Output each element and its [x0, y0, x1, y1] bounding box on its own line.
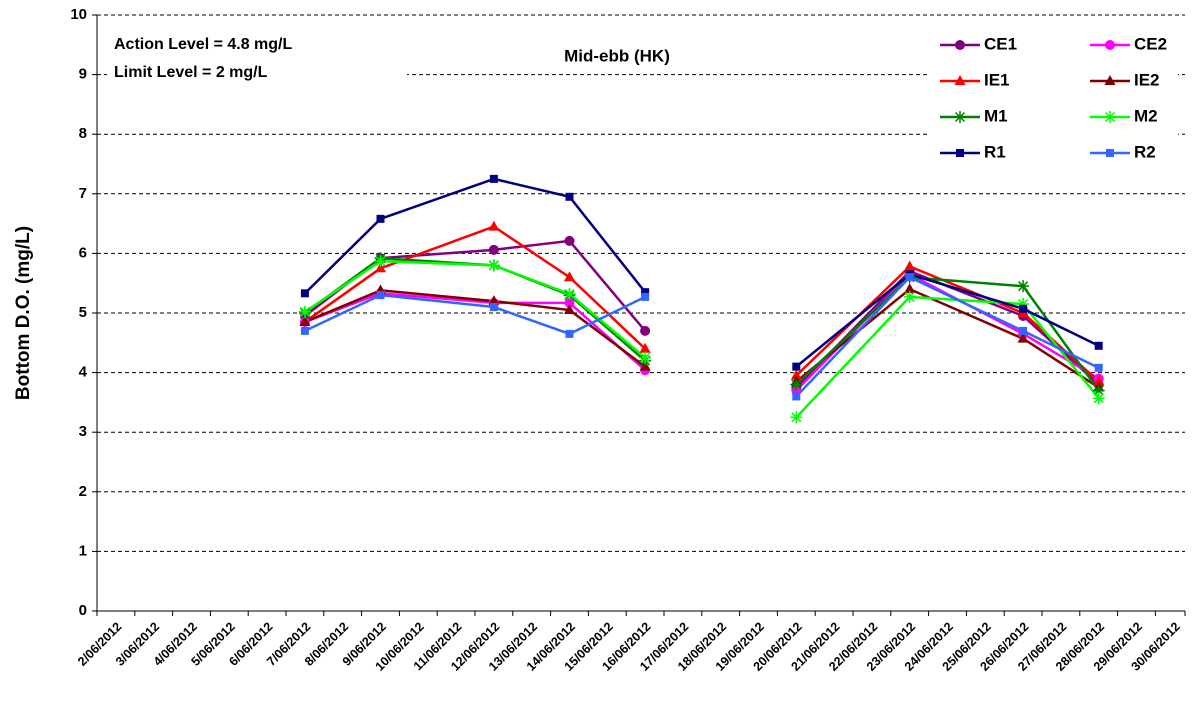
marker — [905, 273, 914, 282]
legend-marker — [954, 111, 966, 123]
y-tick-label: 8 — [79, 125, 87, 142]
marker — [488, 244, 499, 255]
marker — [1017, 298, 1030, 311]
marker — [792, 362, 801, 371]
annotation: Action Level = 4.8 mg/L — [114, 36, 293, 53]
marker — [564, 304, 575, 315]
marker — [1017, 332, 1029, 343]
marker — [904, 283, 916, 294]
y-tick-label: 0 — [79, 602, 87, 619]
marker — [376, 214, 385, 223]
marker — [376, 291, 385, 300]
marker — [1092, 384, 1105, 397]
legend-marker — [1104, 75, 1116, 85]
legend-marker — [1106, 149, 1114, 157]
legend-item: M2 — [1090, 106, 1158, 125]
marker — [300, 326, 309, 335]
marker — [904, 260, 916, 271]
marker — [1094, 363, 1103, 372]
series-line — [304, 259, 1100, 419]
marker — [639, 351, 652, 364]
y-tick-label: 4 — [79, 364, 88, 381]
legend-box — [928, 26, 1178, 171]
legend-marker — [954, 75, 966, 85]
legend-marker — [956, 149, 964, 157]
legend-item: CE2 — [1090, 34, 1167, 53]
marker — [1019, 326, 1028, 335]
marker — [298, 305, 311, 318]
legend-item: R1 — [940, 142, 1006, 161]
y-tick-label: 3 — [79, 423, 87, 440]
y-tick-label: 2 — [79, 483, 87, 500]
marker — [640, 325, 651, 336]
legend-label: R1 — [984, 142, 1006, 161]
marker — [1093, 375, 1105, 386]
marker — [1092, 392, 1105, 405]
legend-marker — [1104, 111, 1116, 123]
series-line — [304, 256, 1100, 392]
y-tick-label: 10 — [70, 6, 87, 23]
marker — [565, 192, 574, 201]
legend-marker — [955, 40, 965, 50]
legend-label: IE2 — [1134, 70, 1160, 89]
y-tick-label: 5 — [79, 304, 87, 321]
title-box — [525, 40, 710, 74]
legend-item: M1 — [940, 106, 1008, 125]
legend-label: CE1 — [984, 34, 1017, 53]
marker — [487, 259, 500, 272]
y-tick-label: 9 — [79, 66, 87, 83]
marker — [563, 287, 576, 300]
marker — [565, 329, 574, 338]
marker — [641, 288, 650, 297]
marker — [1094, 341, 1103, 350]
annotation: Limit Level = 2 mg/L — [114, 64, 268, 81]
marker — [792, 392, 801, 401]
marker — [299, 315, 311, 326]
marker — [564, 235, 575, 246]
marker — [903, 290, 916, 303]
legend-item: R2 — [1090, 142, 1156, 161]
marker — [564, 271, 575, 282]
chart-title: Mid-ebb (HK) — [564, 46, 670, 65]
marker — [639, 342, 651, 353]
marker — [489, 174, 498, 183]
marker — [488, 220, 500, 231]
marker — [374, 255, 387, 268]
legend-label: M2 — [1134, 106, 1158, 125]
y-tick-label: 6 — [79, 244, 87, 261]
legend-label: R2 — [1134, 142, 1156, 161]
y-tick-label: 7 — [79, 185, 87, 202]
marker — [489, 303, 498, 312]
marker — [790, 411, 803, 424]
legend-marker — [1105, 40, 1115, 50]
legend-label: CE2 — [1134, 34, 1167, 53]
marker — [375, 262, 386, 273]
marker — [488, 295, 500, 306]
marker — [1019, 304, 1028, 313]
marker — [1017, 280, 1030, 293]
annotation-box — [107, 28, 407, 86]
legend-item: IE1 — [940, 70, 1010, 89]
marker — [564, 297, 575, 308]
series-line — [304, 225, 1100, 383]
marker — [641, 292, 650, 301]
legend-label: IE1 — [984, 70, 1010, 89]
marker — [790, 378, 803, 391]
y-axis-label: Bottom D.O. (mg/L) — [13, 226, 34, 400]
marker — [300, 289, 309, 298]
marker — [790, 369, 802, 380]
legend-label: M1 — [984, 106, 1008, 125]
y-tick-label: 1 — [79, 542, 87, 559]
legend-item: IE2 — [1090, 70, 1160, 89]
series-line — [304, 177, 1100, 368]
legend-item: CE1 — [940, 34, 1017, 53]
